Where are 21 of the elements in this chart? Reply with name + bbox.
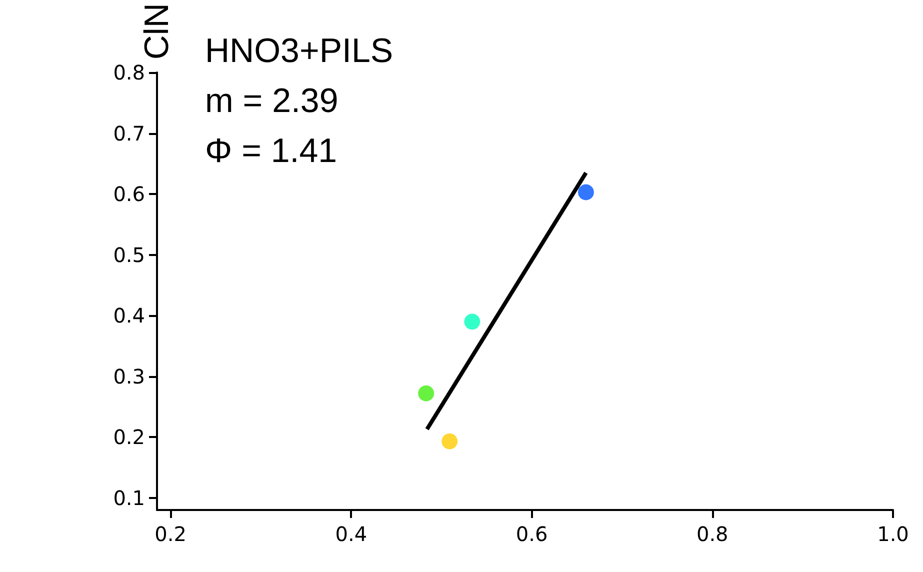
y-tick-label: 0.3 (113, 364, 145, 388)
x-tick-label: 0.2 (154, 522, 186, 546)
x-tick-label: 1.0 (877, 522, 909, 546)
point (418, 385, 434, 402)
y-axis-title: ClN (138, 3, 176, 60)
y-tick-label: 0.7 (113, 121, 145, 146)
annotation: m = 2.39 (205, 82, 338, 120)
y-tick-label: 0.4 (113, 304, 145, 328)
y-tick-label: 0.8 (113, 60, 145, 85)
y-tick-label: 0.6 (113, 182, 145, 206)
annotation: Φ = 1.41 (205, 132, 338, 170)
y-tick-label: 0.2 (113, 425, 145, 450)
text: HNO3+PILS (205, 32, 394, 70)
point (442, 433, 458, 450)
x-tick-label: 0.4 (335, 522, 368, 546)
point (464, 314, 480, 330)
x-tick-label: 0.8 (696, 522, 728, 546)
x-tick-label: 0.6 (516, 522, 548, 546)
point (578, 184, 594, 200)
y-tick-label: 0.1 (113, 486, 145, 510)
y-tick-label: 0.5 (113, 242, 145, 267)
